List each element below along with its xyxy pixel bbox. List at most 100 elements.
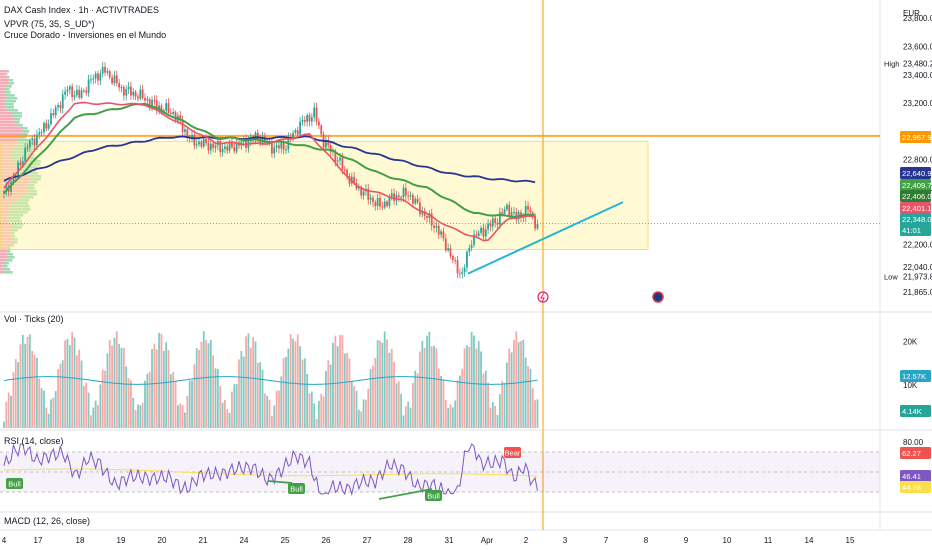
vpvr-bar-buy [15, 199, 30, 202]
trendline[interactable] [467, 201, 624, 275]
candle-body [454, 260, 457, 262]
volume-panel-label[interactable]: Vol · Ticks (20) [4, 314, 64, 324]
volume-bar [365, 399, 367, 428]
vpvr-bar-buy [4, 88, 10, 91]
volume-bar [106, 353, 109, 428]
candle-body [390, 193, 393, 198]
candle-body [482, 227, 485, 237]
volume-bar [252, 337, 254, 428]
low-value: 21,973.86 [903, 273, 932, 282]
time-axis[interactable]: 4 17 18 19 20 21 24 25 26 27 28 31 Apr 2 3 7 8 9 10 11 14 15 [2, 536, 855, 545]
volume-bar [329, 364, 332, 428]
volume-bar [296, 334, 299, 428]
volume-bar [287, 348, 290, 428]
candle-body [87, 79, 90, 93]
volume-bar [428, 331, 431, 428]
volume-bar [132, 397, 135, 428]
macd-panel-label[interactable]: MACD (12, 26, close) [4, 516, 91, 526]
candle-body [480, 227, 482, 233]
vpvr-bar-sell [0, 118, 14, 121]
volume-bar [181, 405, 184, 428]
vpvr-bar-buy [14, 121, 20, 124]
candle-body [205, 138, 207, 144]
candle-body [386, 201, 388, 206]
candle-body [184, 129, 186, 132]
volume-bar [334, 335, 337, 428]
volume-bar [148, 371, 151, 428]
candle-body [466, 251, 468, 268]
volume-bar [430, 346, 433, 428]
vpvr-bar-buy [27, 187, 35, 190]
vpvr-bar-sell [0, 133, 21, 136]
volume-bar [515, 331, 518, 428]
ema-fast-tag-bg [900, 202, 931, 214]
candle-body [430, 213, 433, 226]
vpvr-bar-sell [0, 211, 9, 214]
candle-body [111, 77, 113, 84]
volume-bar [491, 401, 494, 428]
candle-body [496, 222, 499, 225]
volume-bar [414, 370, 417, 428]
time-axis-label: 19 [117, 536, 126, 545]
volume-bar [510, 352, 513, 428]
volume-bar [28, 334, 31, 428]
time-axis-label: 11 [764, 536, 773, 545]
event-marker-flag-icon [652, 291, 664, 303]
candle-body [278, 145, 280, 149]
vpvr-indicator-label[interactable]: VPVR (75, 35, S_UD*) [4, 19, 95, 29]
price-tick-label: 23,400.00 [903, 71, 932, 80]
candle-body [12, 176, 15, 182]
vpvr-bar-buy [29, 181, 38, 184]
time-axis-label: 18 [76, 536, 85, 545]
volume-bar [367, 388, 370, 428]
volume-bar [484, 370, 487, 428]
volume-bar [78, 349, 81, 428]
volume-bar [278, 390, 280, 428]
time-axis-label: 20 [158, 536, 167, 545]
candle-body [508, 204, 511, 217]
volume-bar [118, 344, 121, 428]
vpvr-bar-buy [19, 169, 37, 172]
volume-bar [85, 382, 88, 428]
vpvr-bar-sell [0, 271, 4, 274]
countdown-tag-bg [900, 224, 931, 236]
vpvr-bar-buy [2, 265, 8, 268]
volume-bar [54, 391, 57, 428]
currency-label[interactable]: EUR [903, 9, 920, 18]
golden-cross-indicator-label[interactable]: Cruce Dorado - Inversiones en el Mundo [4, 30, 167, 40]
vpvr-bar-buy [7, 256, 15, 259]
volume-bar [160, 334, 163, 428]
volume-bar [130, 380, 132, 428]
rsi-panel-label[interactable]: RSI (14, close) [4, 436, 64, 446]
volume-bar [36, 357, 38, 428]
candle-body [484, 229, 487, 237]
candle-body [475, 234, 478, 237]
vpvr-bar-sell [0, 79, 10, 82]
candle-body [529, 209, 532, 213]
volume-bar [153, 343, 156, 428]
volume-bar [266, 395, 269, 428]
event-markers[interactable] [537, 291, 664, 303]
candle-body [219, 141, 222, 153]
candle-body [259, 139, 262, 144]
volume-bar [442, 380, 445, 428]
ema-mid-value-tag-bg [900, 190, 931, 202]
rsi-bear-tag: 62.27 [902, 449, 921, 458]
ema-mid-line [3, 102, 536, 218]
candle-body [527, 205, 529, 210]
volume-bar [5, 401, 8, 428]
vpvr-bar-sell [0, 82, 9, 85]
volume-bar [207, 343, 210, 428]
price-zone-rect[interactable] [0, 140, 649, 250]
candle-body [167, 103, 170, 113]
candle-body [120, 87, 123, 89]
volume-bar [231, 391, 233, 428]
time-axis-label: Apr [481, 536, 494, 545]
vpvr-bar-buy [9, 79, 14, 82]
volume-bar [332, 342, 334, 428]
candle-body [362, 191, 365, 196]
volume-bar [325, 370, 327, 428]
moving-averages [3, 101, 536, 242]
volume-bar [501, 381, 504, 428]
